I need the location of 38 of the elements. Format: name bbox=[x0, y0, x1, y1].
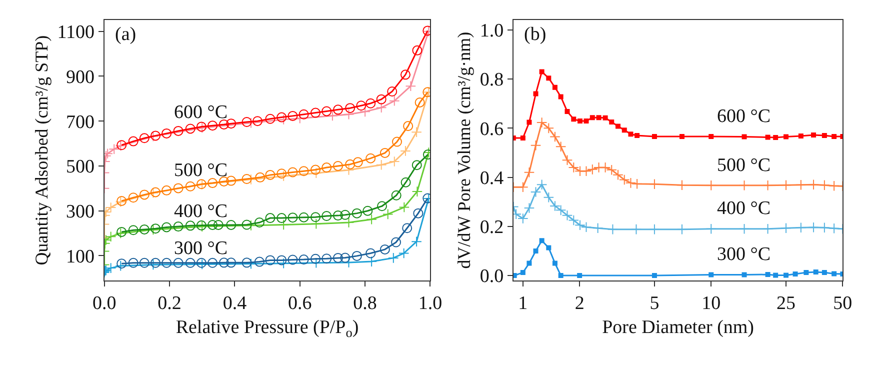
y-axis-title: dV/dW Pore Volume (cm³/g·nm) bbox=[454, 32, 474, 269]
y-tick-label: 500 bbox=[66, 156, 95, 178]
x-tick-label: 0.4 bbox=[222, 293, 248, 314]
annotation: (b) bbox=[524, 24, 546, 45]
x-axis-title: Pore Diameter (nm) bbox=[602, 317, 754, 338]
annotation: (a) bbox=[115, 24, 136, 45]
x-tick-label: 1.0 bbox=[418, 293, 442, 314]
series-label: 300 °C bbox=[174, 238, 228, 259]
x-tick-label: 5 bbox=[650, 293, 660, 314]
y-tick-label: 100 bbox=[66, 246, 95, 268]
series-label: 500 °C bbox=[174, 160, 228, 181]
series-label: 500 °C bbox=[717, 155, 771, 176]
y-tick-label: 0.0 bbox=[480, 266, 504, 288]
y-tick-label: 1.0 bbox=[480, 20, 504, 42]
x-tick-label: 0.6 bbox=[288, 293, 312, 314]
y-tick-label: 0.6 bbox=[480, 118, 504, 140]
y-tick-label: 700 bbox=[66, 112, 95, 133]
x-tick-label: 25 bbox=[776, 293, 796, 314]
y-tick-label: 300 bbox=[66, 202, 95, 222]
series-label: 600 °C bbox=[717, 106, 771, 127]
x-tick-label: 2 bbox=[574, 293, 584, 314]
x-tick-label: 0.2 bbox=[158, 293, 182, 314]
y-tick-label: 1100 bbox=[57, 22, 95, 44]
y-tick-label: 0.2 bbox=[480, 217, 504, 238]
y-tick-label: 0.4 bbox=[480, 168, 504, 189]
series-label: 400 °C bbox=[174, 201, 228, 222]
x-tick-label: 0.0 bbox=[92, 293, 116, 314]
series-label: 400 °C bbox=[717, 198, 771, 219]
x-tick-label: 50 bbox=[833, 293, 852, 314]
x-tick-label: 1 bbox=[518, 293, 528, 314]
series-label: 600 °C bbox=[174, 102, 228, 123]
x-axis-title: Relative Pressure (P/P$_{o}$) bbox=[176, 317, 359, 340]
x-tick-label: 0.8 bbox=[353, 293, 377, 314]
y-tick-label: 900 bbox=[66, 66, 95, 88]
y-axis-title: Quantity Adsorbed (cm³/g STP) bbox=[31, 35, 52, 266]
x-tick-label: 10 bbox=[702, 293, 721, 314]
series-label: 300 °C bbox=[717, 244, 771, 265]
y-tick-label: 0.8 bbox=[480, 70, 504, 91]
